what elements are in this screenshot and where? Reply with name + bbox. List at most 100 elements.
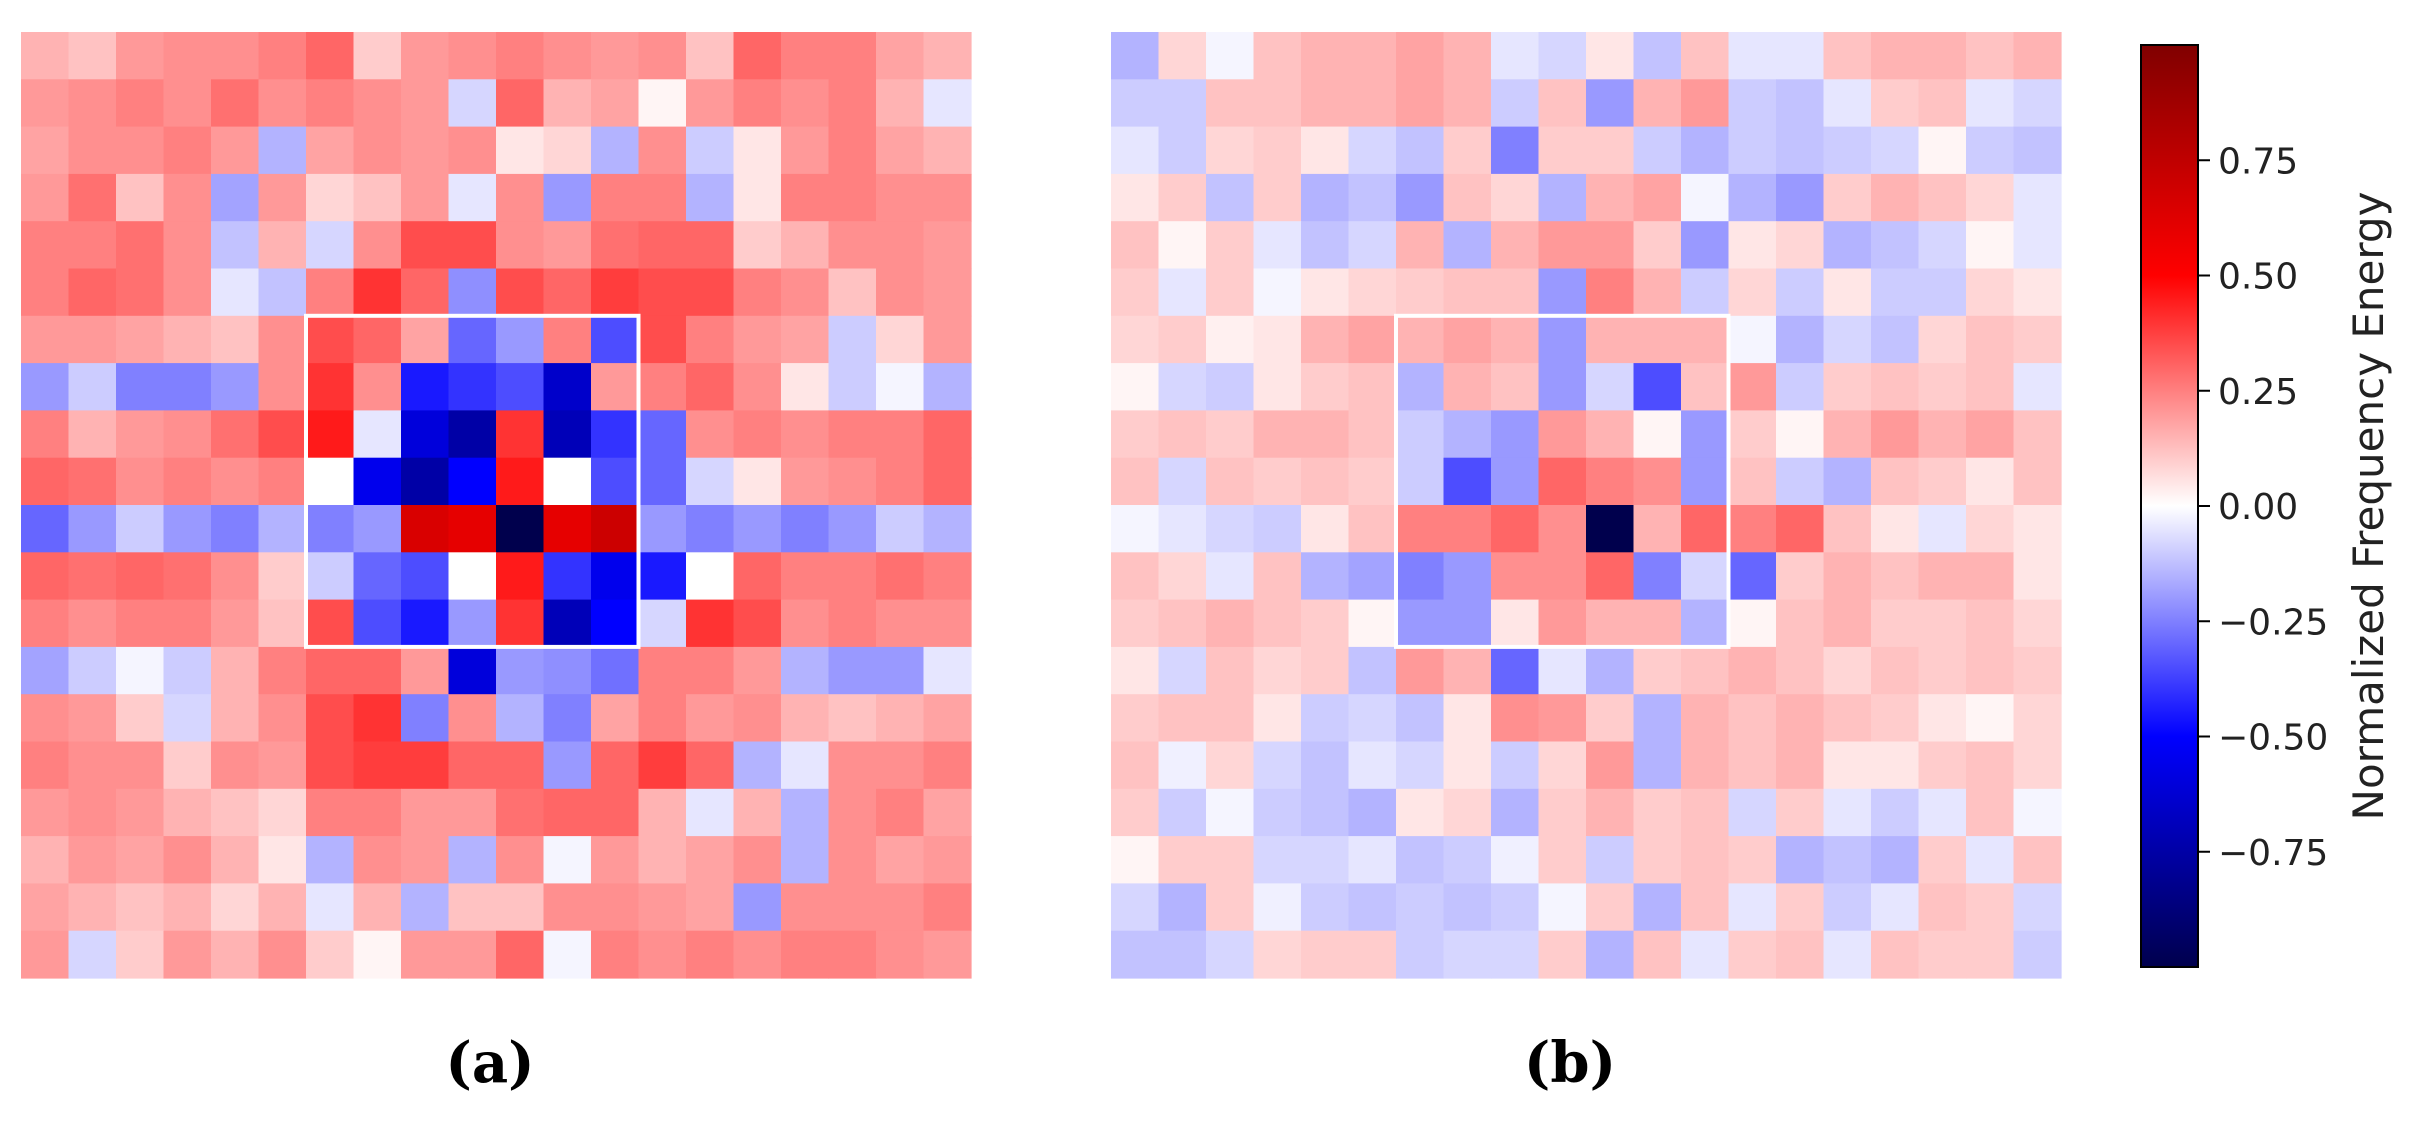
- heatmap-cell: [543, 694, 592, 743]
- heatmap-cell: [1253, 126, 1302, 175]
- heatmap-cell: [163, 410, 212, 459]
- heatmap-cell: [68, 126, 117, 175]
- heatmap-cell: [1681, 363, 1730, 411]
- heatmap-cell: [1823, 79, 1872, 128]
- heatmap-cell: [211, 836, 260, 884]
- heatmap-cell: [1443, 694, 1492, 743]
- heatmap-cell: [1966, 268, 2015, 317]
- heatmap-cell: [1348, 268, 1397, 317]
- heatmap-cell: [401, 788, 450, 837]
- heatmap-cell: [1586, 457, 1635, 506]
- heatmap-cell: [211, 552, 260, 601]
- heatmap-cell: [733, 315, 782, 364]
- heatmap-cell: [781, 741, 830, 790]
- heatmap-cell: [258, 883, 307, 932]
- heatmap-cell: [1871, 315, 1920, 364]
- heatmap-cell: [1443, 221, 1492, 270]
- heatmap-cell: [68, 79, 117, 128]
- heatmap-cell: [1776, 505, 1825, 553]
- heatmap-cell: [116, 505, 165, 553]
- heatmap-cell: [1871, 221, 1920, 270]
- heatmap-cell: [1348, 646, 1397, 695]
- heatmap-cell: [1538, 694, 1587, 743]
- heatmap-cell: [496, 505, 545, 553]
- heatmap-cell: [638, 599, 687, 648]
- heatmap-cell: [1823, 836, 1872, 884]
- heatmap-cell: [353, 457, 402, 506]
- heatmap-cell: [401, 32, 450, 80]
- heatmap-cell: [1966, 173, 2015, 222]
- heatmap-cell: [1918, 173, 1967, 222]
- heatmap-cell: [1158, 221, 1207, 270]
- heatmap-cell: [686, 552, 735, 601]
- heatmap-cell: [163, 741, 212, 790]
- heatmap-cell: [1253, 268, 1302, 317]
- heatmap-cell: [591, 268, 640, 317]
- heatmap-cell: [686, 410, 735, 459]
- heatmap-cell: [1348, 457, 1397, 506]
- heatmap-cell: [1396, 173, 1445, 222]
- heatmap-cell: [1871, 741, 1920, 790]
- heatmap-cell: [591, 79, 640, 128]
- heatmap-cell: [1728, 930, 1777, 979]
- heatmap-cell: [1491, 457, 1540, 506]
- heatmap-cell: [306, 315, 355, 364]
- heatmap-cell: [1491, 694, 1540, 743]
- heatmap-cell: [1443, 268, 1492, 317]
- heatmap-cell: [1966, 694, 2015, 743]
- heatmap-cell: [163, 930, 212, 979]
- heatmap-cell: [1443, 599, 1492, 648]
- heatmap-cell: [543, 221, 592, 270]
- heatmap-cell: [1633, 599, 1682, 648]
- heatmap-cell: [638, 221, 687, 270]
- heatmap-cell: [781, 410, 830, 459]
- heatmap-cell: [591, 552, 640, 601]
- heatmap-cell: [258, 694, 307, 743]
- heatmap-cell: [828, 883, 877, 932]
- heatmap-cell: [686, 646, 735, 695]
- heatmap-cell: [923, 173, 972, 222]
- heatmap-cell: [1491, 646, 1540, 695]
- heatmap-cell: [543, 552, 592, 601]
- heatmap-cell: [448, 173, 497, 222]
- heatmap-cell: [258, 126, 307, 175]
- heatmap-cell: [306, 410, 355, 459]
- heatmap-cell: [116, 457, 165, 506]
- heatmap-cell: [1586, 599, 1635, 648]
- heatmap-cell: [1586, 79, 1635, 128]
- heatmap-cell: [1538, 505, 1587, 553]
- heatmap-cell: [733, 741, 782, 790]
- heatmap-cell: [686, 599, 735, 648]
- heatmap-cell: [876, 930, 925, 979]
- heatmap-cell: [1111, 126, 1160, 175]
- heatmap-cell: [353, 505, 402, 553]
- heatmap-cell: [21, 883, 70, 932]
- heatmap-cell: [258, 505, 307, 553]
- heatmap-cell: [591, 741, 640, 790]
- heatmap-cell: [1301, 646, 1350, 695]
- heatmap-cell: [1111, 836, 1160, 884]
- heatmap-cell: [306, 268, 355, 317]
- heatmap-cell: [258, 930, 307, 979]
- heatmap-cell: [1348, 126, 1397, 175]
- heatmap-cell: [21, 32, 70, 80]
- heatmap-cell: [401, 694, 450, 743]
- heatmap-cell: [1681, 599, 1730, 648]
- heatmap-cell: [2013, 930, 2062, 979]
- highlight-box: [304, 313, 641, 649]
- heatmap-cell: [781, 268, 830, 317]
- heatmap-cell: [1301, 741, 1350, 790]
- heatmap-cell: [638, 505, 687, 553]
- heatmap-cell: [733, 79, 782, 128]
- heatmap-cell: [1538, 79, 1587, 128]
- heatmap-cell: [1823, 126, 1872, 175]
- heatmap-cell: [21, 363, 70, 411]
- heatmap-cell: [876, 505, 925, 553]
- heatmap-cell: [733, 883, 782, 932]
- heatmap-cell: [1823, 741, 1872, 790]
- heatmap-cell: [21, 315, 70, 364]
- heatmap-cell: [1681, 315, 1730, 364]
- heatmap-cell: [1111, 315, 1160, 364]
- heatmap-cell: [68, 599, 117, 648]
- heatmap-cell: [1348, 788, 1397, 837]
